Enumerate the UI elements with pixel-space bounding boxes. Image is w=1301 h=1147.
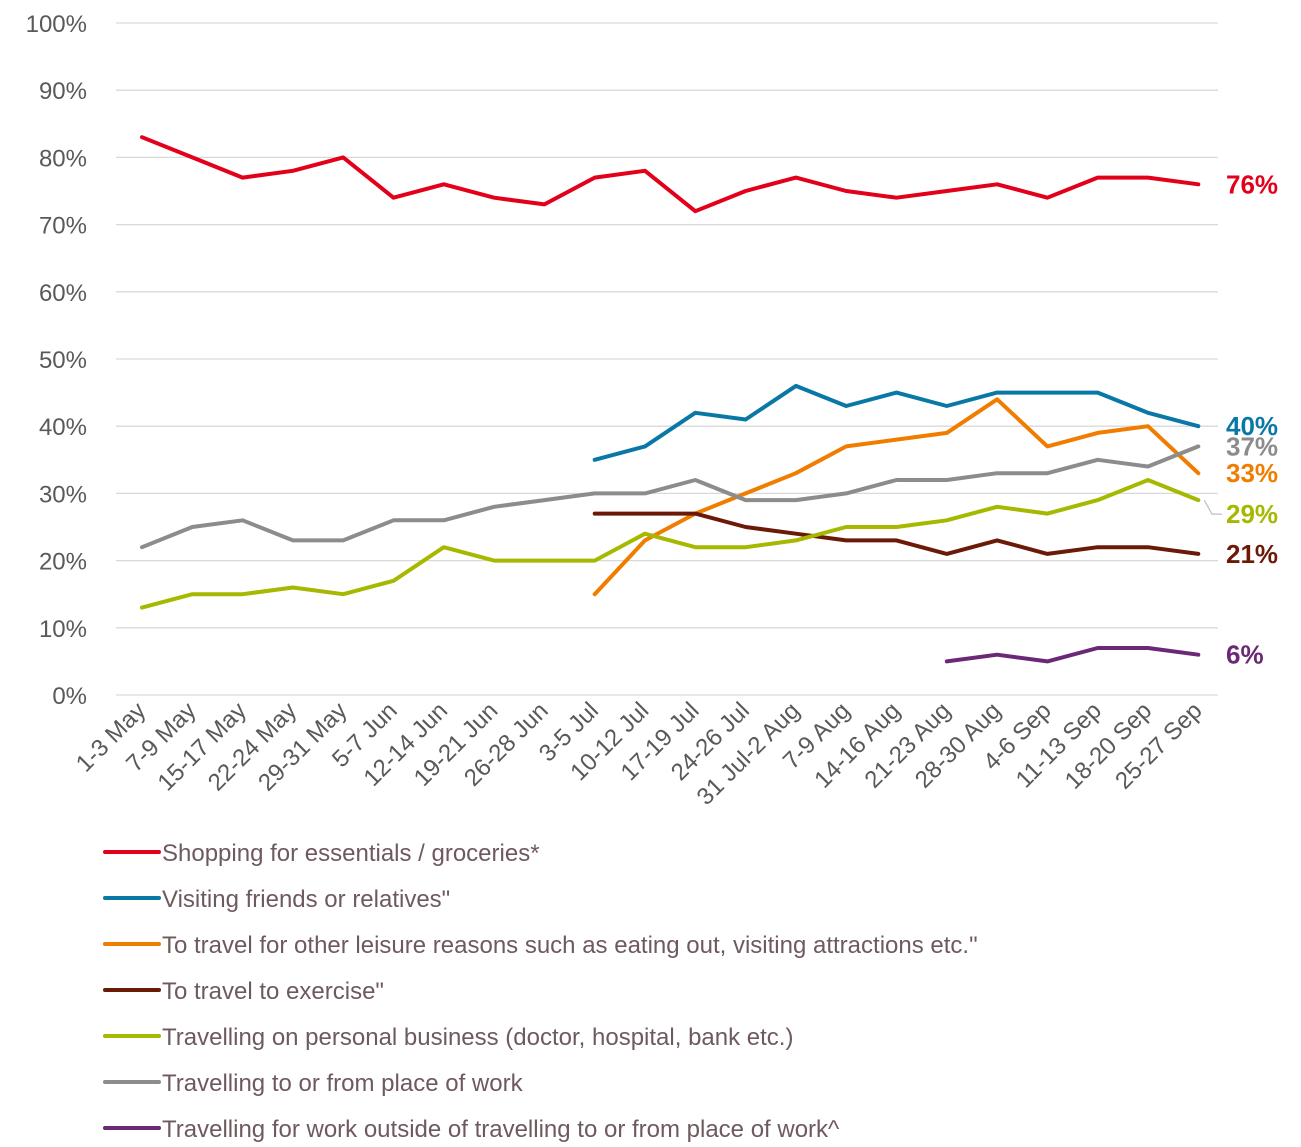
y-tick-label: 50% xyxy=(39,347,87,374)
legend-label: Travelling on personal business (doctor,… xyxy=(162,1024,793,1051)
legend-label: To travel to exercise" xyxy=(162,978,384,1005)
end-label: 6% xyxy=(1226,640,1264,670)
end-label: 21% xyxy=(1226,539,1278,569)
y-tick-label: 90% xyxy=(39,78,87,105)
series-line xyxy=(592,511,1201,556)
end-labels: 76% 40% 33% 21% 29% 37% 6% xyxy=(1203,169,1278,670)
legend-label: Travelling to or from place of work xyxy=(162,1070,524,1097)
y-tick-label: 100% xyxy=(26,11,87,38)
y-tick-label: 0% xyxy=(52,683,87,710)
end-label-leader xyxy=(1203,499,1222,515)
legend-label: Visiting friends or relatives" xyxy=(162,886,450,913)
legend-label: Travelling for work outside of travellin… xyxy=(162,1116,840,1143)
y-axis-ticks: 0% 10% 20% 30% 40% 50% 60% 70% 80% 90% 100% xyxy=(26,11,87,710)
y-tick-label: 80% xyxy=(39,145,87,172)
y-tick-label: 10% xyxy=(39,616,87,643)
end-label: 40% xyxy=(1226,411,1278,441)
end-label: 29% xyxy=(1226,499,1278,529)
gridlines xyxy=(116,22,1218,696)
y-tick-label: 40% xyxy=(39,414,87,441)
end-label: 33% xyxy=(1226,458,1278,488)
series-line xyxy=(140,478,1201,610)
series-line xyxy=(592,383,1201,462)
legend-label: To travel for other leisure reasons such… xyxy=(162,932,978,959)
series-line xyxy=(944,646,1201,664)
y-tick-label: 30% xyxy=(39,481,87,508)
series-line xyxy=(140,135,1201,214)
y-tick-label: 20% xyxy=(39,549,87,576)
legend: Shopping for essentials / groceries* Visi… xyxy=(103,840,978,1143)
series-lines xyxy=(140,135,1201,664)
legend-label: Shopping for essentials / groceries* xyxy=(162,840,540,867)
y-tick-label: 70% xyxy=(39,213,87,240)
end-label: 37% xyxy=(1226,431,1278,461)
y-tick-label: 60% xyxy=(39,280,87,307)
series-line xyxy=(140,444,1201,550)
end-label: 76% xyxy=(1226,169,1278,199)
